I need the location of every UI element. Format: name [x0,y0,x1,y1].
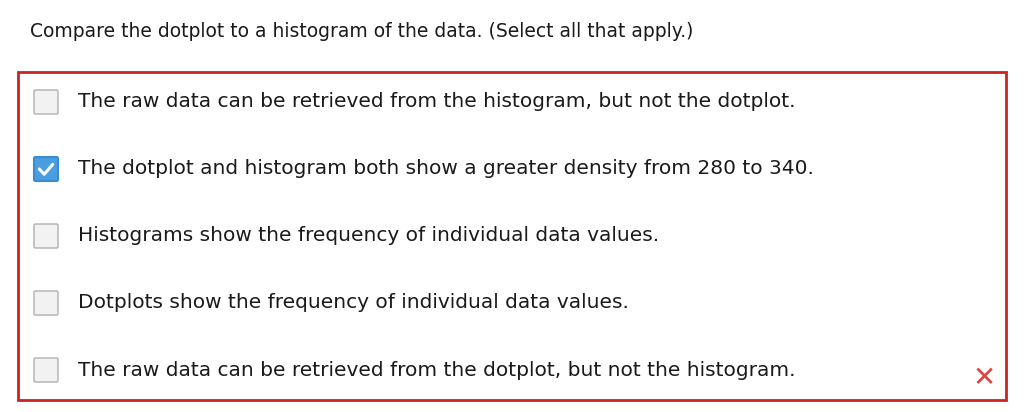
FancyBboxPatch shape [34,157,58,181]
Text: Histograms show the frequency of individual data values.: Histograms show the frequency of individ… [78,227,659,246]
FancyBboxPatch shape [34,291,58,315]
Text: The raw data can be retrieved from the histogram, but not the dotplot.: The raw data can be retrieved from the h… [78,93,796,112]
FancyBboxPatch shape [34,224,58,248]
Text: Dotplots show the frequency of individual data values.: Dotplots show the frequency of individua… [78,293,629,312]
FancyBboxPatch shape [18,72,1006,400]
FancyBboxPatch shape [34,358,58,382]
Text: The dotplot and histogram both show a greater density from 280 to 340.: The dotplot and histogram both show a gr… [78,159,814,178]
Text: The raw data can be retrieved from the dotplot, but not the histogram.: The raw data can be retrieved from the d… [78,360,796,379]
Text: Compare the dotplot to a histogram of the data. (Select all that apply.): Compare the dotplot to a histogram of th… [30,22,693,41]
FancyBboxPatch shape [34,90,58,114]
Text: ✕: ✕ [973,364,996,392]
